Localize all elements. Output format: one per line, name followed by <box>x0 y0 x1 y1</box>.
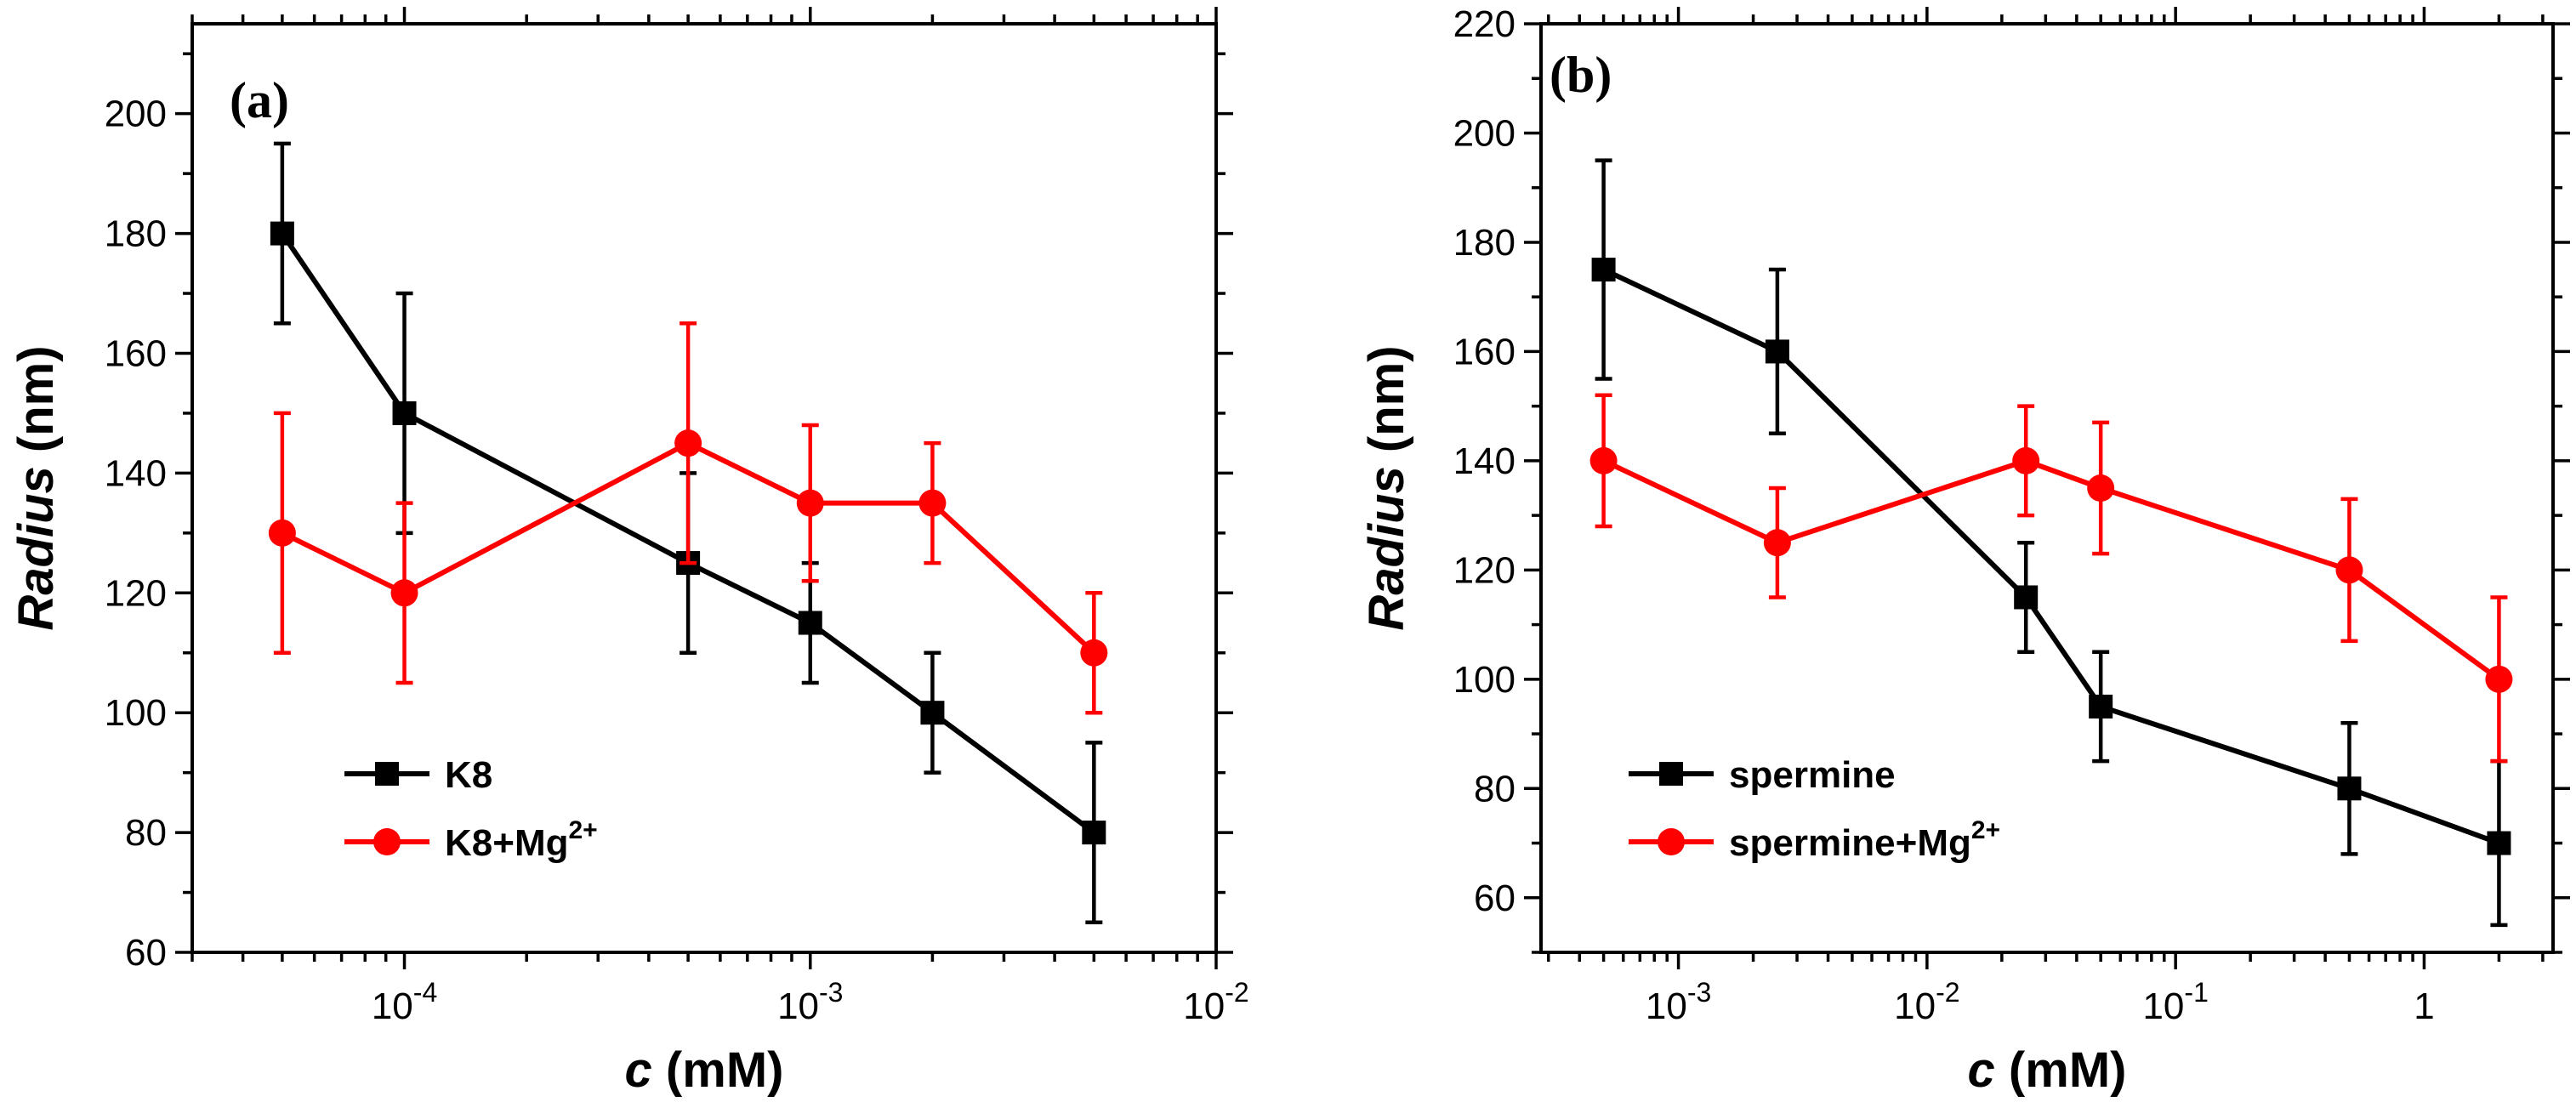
y-tick-label: 80 <box>125 812 167 854</box>
data-point <box>1763 529 1791 557</box>
data-point <box>1765 339 1789 364</box>
y-tick-label: 180 <box>105 213 167 255</box>
data-point <box>2487 831 2511 855</box>
y-tick-label: 200 <box>105 94 167 135</box>
data-point <box>1591 258 1616 282</box>
y-tick-label: 180 <box>1453 222 1515 264</box>
series-line <box>1602 457 2501 682</box>
y-tick-label: 160 <box>105 332 167 374</box>
x-tick-label: 10-1 <box>2142 977 2208 1027</box>
y-axis-title: Radius (nm) <box>1359 345 1414 630</box>
y-tick-label: 100 <box>1453 659 1515 701</box>
x-tick-label: 10-2 <box>1894 977 1959 1027</box>
y-tick-label: 220 <box>1453 3 1515 45</box>
data-point <box>2485 665 2513 693</box>
series-k8-mg2- <box>268 321 1108 715</box>
legend-entry: spermine+Mg2+ <box>1629 816 2000 864</box>
x-tick-label: 10-3 <box>1646 977 1711 1027</box>
x-tick-label: 10-3 <box>777 977 843 1027</box>
data-point <box>2335 556 2363 584</box>
data-point <box>2089 694 2113 719</box>
data-point <box>2087 474 2115 502</box>
y-tick-label: 120 <box>105 572 167 614</box>
legend-label: K8 <box>445 754 492 796</box>
x-axis-title: c (mM) <box>625 1042 784 1098</box>
y-tick-label: 80 <box>1474 768 1515 809</box>
data-point <box>674 429 702 457</box>
series-spermine <box>1591 158 2511 928</box>
x-tick-label: 10-2 <box>1183 977 1248 1027</box>
y-tick-label: 120 <box>1453 549 1515 591</box>
data-point <box>1082 821 1106 845</box>
legend-marker <box>1659 762 1683 786</box>
plot-frame <box>1539 22 2555 954</box>
legend-entry: K8 <box>344 754 492 796</box>
chart-panel-a: 60 80 100 120 140 160 180 200 10-4 10-3 10-2 c (mM)… <box>9 7 1249 1098</box>
series-k8 <box>270 141 1106 925</box>
y-tick-label: 60 <box>125 932 167 974</box>
panel-label: (a) <box>230 72 289 128</box>
series-line <box>1602 267 2500 846</box>
data-point <box>920 701 945 725</box>
y-tick-label: 100 <box>105 692 167 734</box>
data-point <box>1080 639 1108 667</box>
legend-entry: spermine <box>1629 754 1896 796</box>
legend-marker <box>375 762 399 786</box>
legend-label: spermine <box>1729 754 1896 796</box>
series-line <box>280 231 1096 835</box>
y-tick-label: 60 <box>1474 878 1515 919</box>
y-tick-label: 140 <box>1453 440 1515 482</box>
x-tick-label: 10-4 <box>372 977 437 1027</box>
data-point <box>2337 776 2362 801</box>
data-point <box>268 519 296 547</box>
chart-panel-b: 60 80 100 120 140 160 180 200 220 10-3 10-2 10-1 1 c … <box>1359 3 2570 1098</box>
data-point <box>2014 585 2039 610</box>
plot-frame <box>190 22 1218 954</box>
data-point <box>2012 446 2040 474</box>
series-line <box>281 440 1096 655</box>
y-tick-label: 140 <box>105 452 167 494</box>
y-tick-label: 200 <box>1453 112 1515 154</box>
data-point <box>918 489 947 517</box>
legend-entry: K8+Mg2+ <box>344 816 598 864</box>
legend-marker <box>373 828 401 855</box>
legend-marker <box>1658 828 1685 855</box>
legend-label: K8+Mg2+ <box>445 816 598 864</box>
data-point <box>1589 446 1618 474</box>
y-tick-label: 160 <box>1453 331 1515 372</box>
data-point <box>390 579 418 607</box>
x-axis-title: c (mM) <box>1968 1042 2127 1098</box>
x-tick-label: 1 <box>2414 986 2434 1027</box>
data-point <box>270 221 294 246</box>
data-point <box>796 489 824 517</box>
series-spermine-mg2- <box>1589 393 2513 764</box>
panel-label: (b) <box>1550 47 1612 103</box>
legend-label: spermine+Mg2+ <box>1729 816 2000 864</box>
data-point <box>392 400 417 425</box>
y-axis-title: Radius (nm) <box>9 345 64 630</box>
data-point <box>798 611 822 635</box>
